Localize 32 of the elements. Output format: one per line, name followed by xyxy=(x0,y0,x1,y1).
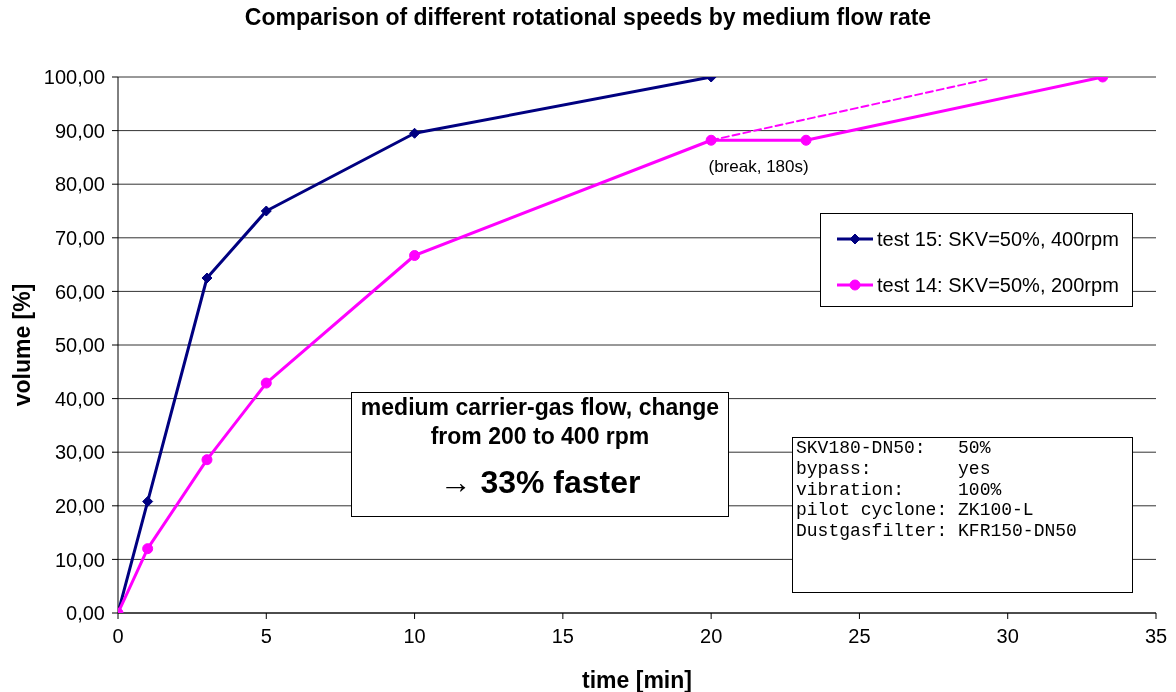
y-tick-label: 10,00 xyxy=(54,548,105,571)
y-tick-label: 50,00 xyxy=(54,334,105,357)
x-tick-label: 25 xyxy=(848,625,871,648)
y-tick-label: 0,00 xyxy=(66,602,105,625)
annotation: SKV180-DN50: 50% xyxy=(796,438,992,459)
annotation: pilot cyclone: ZK100-L xyxy=(796,500,1035,522)
x-axis-title: time [min] xyxy=(582,667,692,692)
y-tick-label: 80,00 xyxy=(54,173,105,196)
y-tick-label: 30,00 xyxy=(54,441,105,464)
annotation: medium carrier-gas flow, change from 200 to 400 rpm xyxy=(359,393,721,451)
legend-label: test 15: SKV=50%, 400rpm xyxy=(877,227,1119,251)
y-tick-label: 40,00 xyxy=(54,387,105,410)
x-tick-label: 20 xyxy=(700,625,723,648)
y-tick-label: 20,00 xyxy=(54,494,105,517)
annotation: vibration: 100% xyxy=(796,479,1003,501)
y-tick-label: 100,00 xyxy=(43,66,105,89)
y-tick-label: 60,00 xyxy=(54,280,105,303)
annotation: (break, 180s) xyxy=(708,157,809,178)
x-tick-label: 5 xyxy=(260,625,272,648)
legend-label: test 14: SKV=50%, 200rpm xyxy=(877,273,1119,297)
annotation: bypass: yes xyxy=(796,458,992,480)
x-tick-label: 10 xyxy=(403,625,426,648)
y-axis-title: volume [%] xyxy=(9,283,35,407)
x-tick-label: 0 xyxy=(112,625,124,648)
y-tick-label: 90,00 xyxy=(54,119,105,142)
x-tick-label: 15 xyxy=(551,625,574,648)
annotation: Dustgasfilter: KFR150-DN50 xyxy=(796,521,1077,542)
x-tick-label: 35 xyxy=(1144,625,1168,648)
x-tick-label: 30 xyxy=(996,625,1019,648)
annotation: → 33% faster xyxy=(438,463,642,501)
chart-title: Comparison of different rotational speeds by medium flow rate xyxy=(243,4,933,31)
y-tick-label: 70,00 xyxy=(54,226,105,249)
